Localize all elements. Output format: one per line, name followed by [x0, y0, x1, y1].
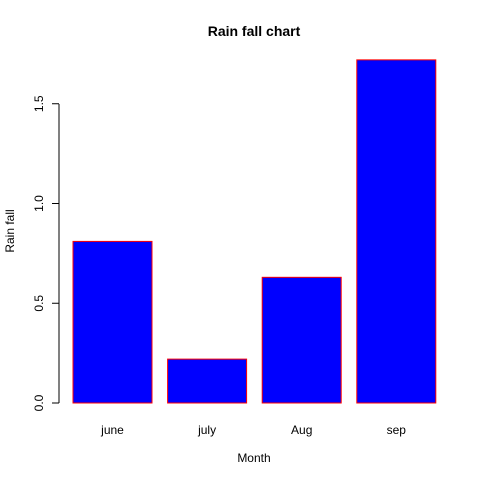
y-tick-label: 1.5 — [32, 95, 46, 112]
chart-title: Rain fall chart — [208, 23, 301, 39]
x-tick-label: Aug — [291, 423, 312, 437]
y-tick-label: 0.0 — [32, 394, 46, 411]
y-tick-label: 0.5 — [32, 295, 46, 312]
x-tick-labels: june july Aug sep — [100, 423, 406, 437]
x-axis-label: Month — [237, 451, 270, 465]
bar-june — [72, 240, 153, 404]
y-tick-label: 1.0 — [32, 195, 46, 212]
x-tick-label: july — [197, 423, 216, 437]
bar-july — [167, 358, 248, 404]
bars-group — [72, 59, 437, 404]
y-axis-label: Rain fall — [3, 209, 17, 252]
bar-aug — [261, 276, 342, 404]
y-axis-ticks: 0.0 0.5 1.0 1.5 — [32, 95, 59, 411]
x-tick-label: sep — [387, 423, 407, 437]
x-tick-label: june — [100, 423, 124, 437]
bar-sep — [356, 59, 437, 404]
